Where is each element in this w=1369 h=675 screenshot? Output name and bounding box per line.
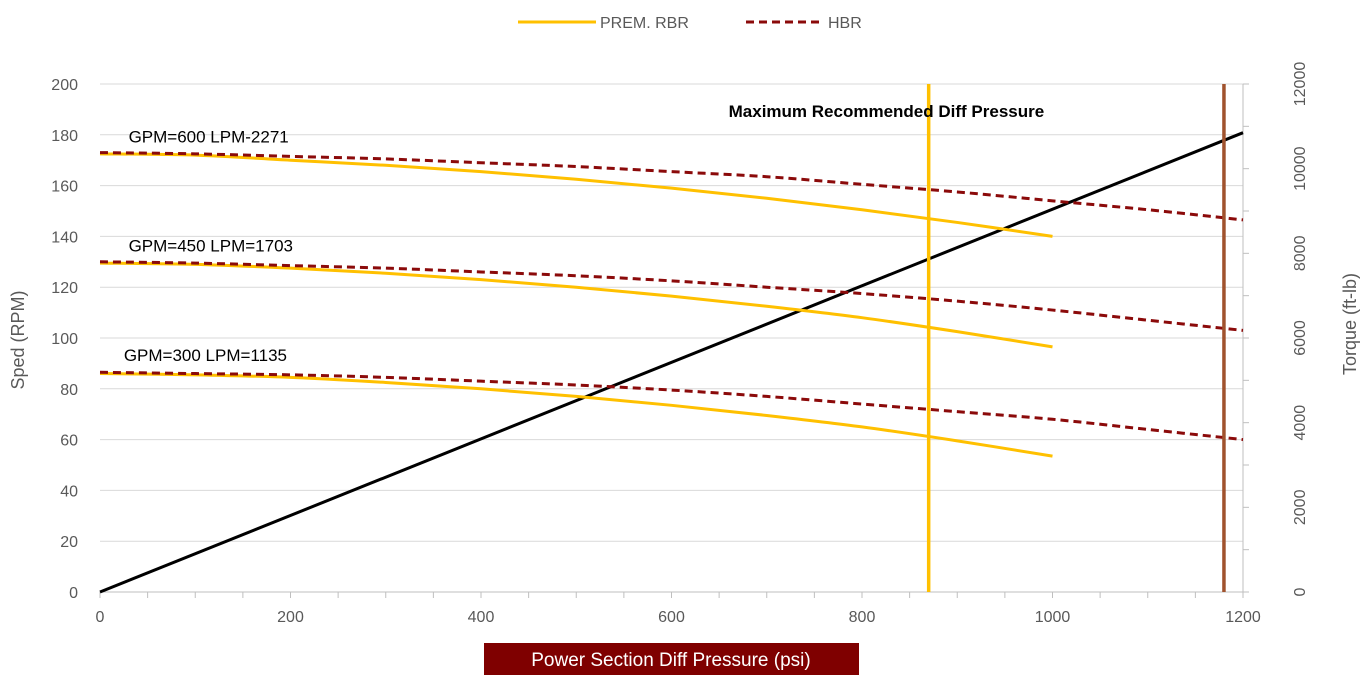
y2-tick-labels: 0 2000 4000 6000 8000 10000 12000 (1292, 62, 1309, 597)
y2-tick-label: 10000 (1292, 146, 1309, 191)
y2-tick-label: 2000 (1292, 489, 1309, 525)
x-tick-label: 400 (468, 609, 495, 626)
y2-tick-label: 4000 (1292, 405, 1309, 441)
x-tick-label: 200 (277, 609, 304, 626)
y-tick-label: 160 (51, 179, 78, 196)
y-tick-label: 100 (51, 331, 78, 348)
hbr-series-line (99, 260, 1244, 332)
legend: PREM. RBR HBR (518, 15, 862, 32)
y-tick-label: 200 (51, 77, 78, 94)
legend-label: HBR (828, 15, 862, 32)
y2-tick-label: 0 (1292, 587, 1309, 596)
y-tick-label: 180 (51, 128, 78, 145)
x-axis-title-box (484, 643, 859, 675)
y-axis-title: Sped (RPM) (8, 290, 28, 389)
flow-rate-annotation: GPM=450 LPM=1703 (129, 237, 293, 256)
y2-tick-label: 12000 (1292, 62, 1309, 107)
hbr-series-line (99, 151, 1244, 222)
y2-axis-title: Torque (ft-lb) (1340, 273, 1360, 375)
x-axis-title: Power Section Diff Pressure (psi) (531, 650, 810, 671)
prem-rbr-series-line (99, 152, 1053, 238)
y-tick-label: 0 (69, 585, 78, 602)
prem-rbr-series-line (99, 372, 1053, 458)
x-tick-label: 800 (849, 609, 876, 626)
y-tick-label: 140 (51, 229, 78, 246)
series-lines (99, 131, 1244, 594)
hbr-series-line (99, 370, 1244, 442)
gridlines (100, 83, 1243, 542)
torque-line (99, 131, 1244, 594)
flow-rate-annotation: GPM=600 LPM-2271 (129, 127, 289, 146)
y2-tick-label: 6000 (1292, 320, 1309, 356)
x-tick-label: 1200 (1225, 609, 1261, 626)
y2-tick-label: 8000 (1292, 235, 1309, 271)
legend-label: PREM. RBR (600, 15, 689, 32)
annotations: GPM=600 LPM-2271 GPM=450 LPM=1703 GPM=300 … (124, 102, 1044, 365)
x-tick-labels: 0 200 400 600 800 1000 1200 (96, 609, 1261, 626)
vertical-lines (926, 84, 1226, 592)
prem-rbr-series-line (99, 261, 1053, 349)
axes (99, 83, 1249, 598)
y-tick-label: 80 (60, 382, 78, 399)
y-tick-label: 60 (60, 433, 78, 450)
y-tick-label: 120 (51, 280, 78, 297)
x-tick-label: 600 (658, 609, 685, 626)
x-tick-label: 0 (96, 609, 105, 626)
max-diff-pressure-annotation: Maximum Recommended Diff Pressure (729, 102, 1045, 121)
y-tick-label: 40 (60, 483, 78, 500)
y-tick-label: 20 (60, 534, 78, 551)
flow-rate-annotation: GPM=300 LPM=1135 (124, 346, 287, 365)
x-tick-label: 1000 (1035, 609, 1071, 626)
y-tick-labels: 0 20 40 60 80 100 120 140 160 180 200 (51, 77, 78, 602)
